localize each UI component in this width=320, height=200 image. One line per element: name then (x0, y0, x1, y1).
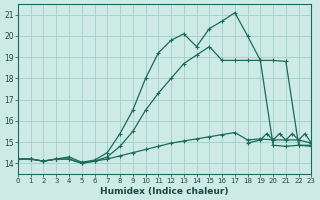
X-axis label: Humidex (Indice chaleur): Humidex (Indice chaleur) (100, 187, 229, 196)
